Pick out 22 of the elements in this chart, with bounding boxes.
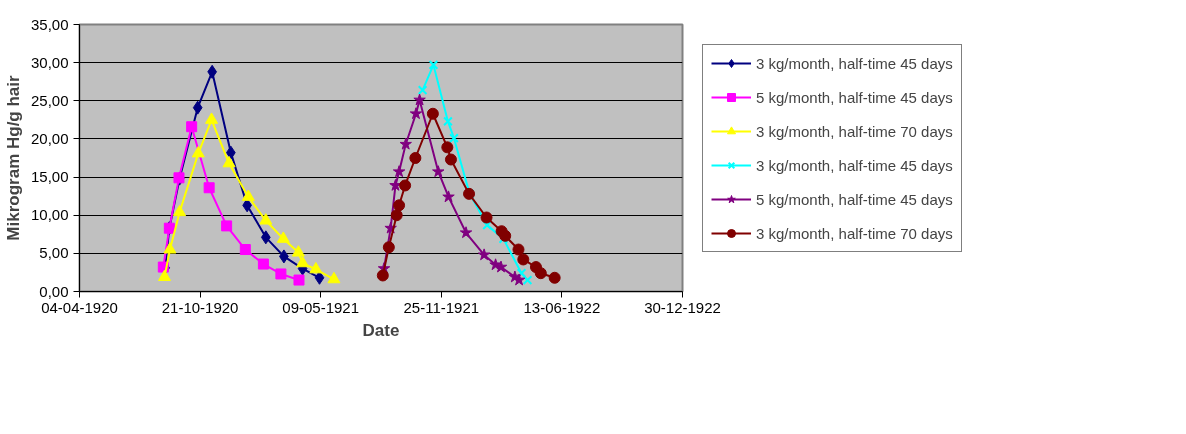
y-tick-label: 35,00	[30, 15, 69, 33]
y-tick-label: 20,00	[30, 129, 69, 147]
legend-label: 3 kg/month, half-time 70 days	[756, 122, 953, 140]
x-tick-label: 21-10-1920	[161, 298, 239, 316]
x-tick-label: 13-06-1922	[523, 298, 601, 316]
legend-label: 3 kg/month, half-time 45 days	[756, 156, 953, 174]
y-tick-label: 25,00	[30, 91, 69, 109]
y-tick-label: 10,00	[30, 206, 69, 224]
y-tick-label: 0,00	[39, 282, 69, 300]
y-tick-label: 30,00	[30, 53, 69, 71]
x-tick-label: 30-12-1922	[644, 298, 721, 316]
x-tick-label: 04-04-1920	[41, 298, 118, 316]
y-tick-label: 5,00	[39, 244, 69, 262]
legend-label: 5 kg/month, half-time 45 days	[756, 190, 953, 208]
x-tick-label: 25-11-1921	[403, 298, 480, 316]
y-tick-label: 15,00	[30, 168, 69, 186]
x-axis-title: Date	[362, 320, 400, 340]
legend-label: 3 kg/month, half-time 45 days	[756, 54, 953, 72]
legend-label: 5 kg/month, half-time 45 days	[756, 88, 953, 106]
y-axis-title: Mikrogram Hg/g hair	[3, 74, 23, 241]
x-tick-label: 09-05-1921	[282, 298, 360, 316]
legend-label: 3 kg/month, half-time 70 days	[756, 224, 953, 242]
